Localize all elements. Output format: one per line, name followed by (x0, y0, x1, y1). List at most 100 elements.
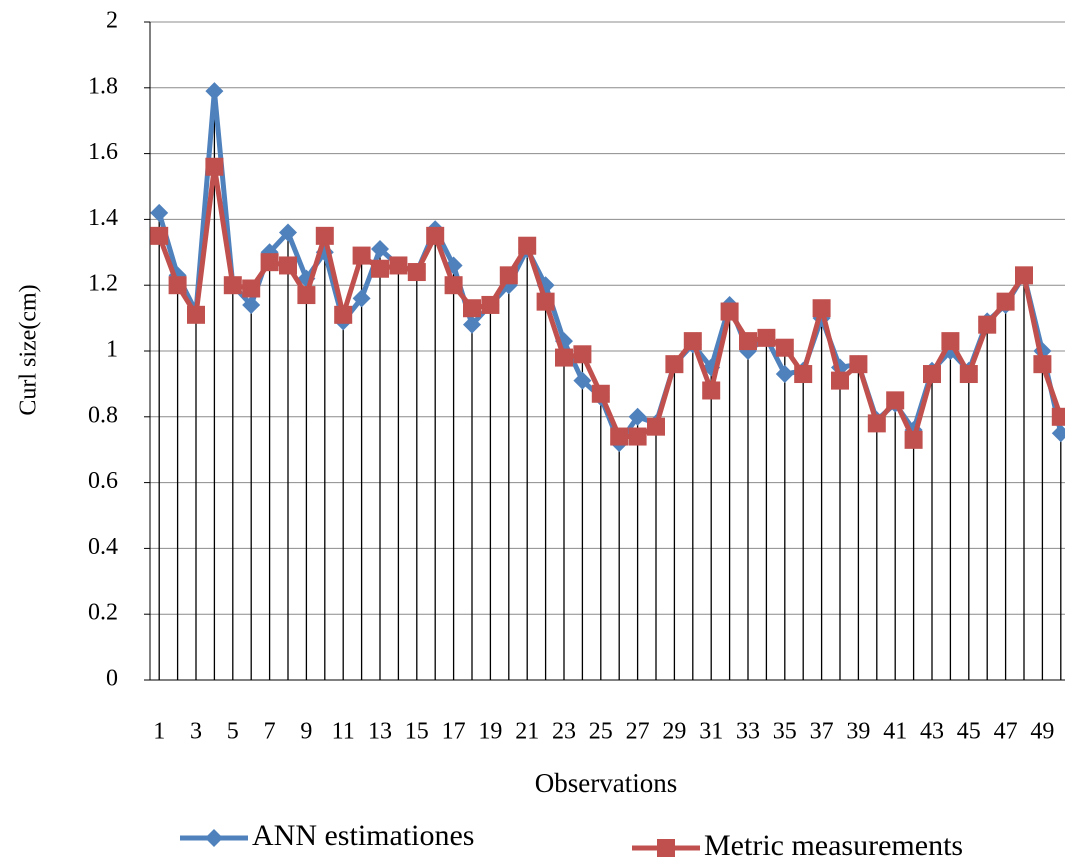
data-point (775, 338, 794, 357)
data-point (389, 256, 408, 275)
data-point (279, 256, 297, 275)
data-point (536, 292, 555, 311)
data-point (371, 240, 389, 259)
data-point (1051, 407, 1065, 426)
y-tick-label: 2 (106, 8, 118, 34)
data-point (352, 246, 371, 265)
data-point (444, 276, 463, 295)
data-point (739, 332, 757, 351)
data-point (757, 328, 776, 347)
x-tick-label: 43 (920, 719, 944, 745)
x-tick-label: 29 (662, 719, 686, 745)
data-point (812, 299, 831, 318)
data-point (242, 279, 261, 298)
series-line (156, 164, 1064, 443)
data-point (555, 348, 573, 367)
x-tick-label: 5 (227, 719, 239, 745)
x-tick-label: 11 (332, 719, 355, 745)
data-point (941, 332, 960, 351)
data-point (205, 82, 224, 101)
data-point (1015, 266, 1033, 285)
x-tick-label: 3 (190, 719, 202, 745)
data-point (573, 371, 592, 390)
x-tick-label: 35 (773, 719, 797, 745)
data-point (463, 299, 481, 318)
data-point (315, 226, 334, 245)
data-point (775, 365, 794, 384)
x-tick-label: 31 (699, 719, 723, 745)
y-tick-label: 0.4 (88, 534, 118, 560)
data-point (683, 332, 702, 351)
y-tick-label: 1.6 (88, 139, 118, 165)
data-point (1033, 355, 1052, 374)
data-point (150, 203, 169, 222)
data-point (223, 276, 242, 295)
x-tick-label: 33 (736, 719, 760, 745)
data-point (260, 253, 279, 272)
x-tick-label: 21 (515, 719, 539, 745)
x-tick-label: 13 (368, 719, 392, 745)
data-point (720, 302, 739, 321)
x-tick-label: 19 (478, 719, 502, 745)
data-point (978, 315, 997, 334)
data-point (334, 305, 353, 324)
x-tick-label: 1 (153, 719, 165, 745)
x-tick-label: 47 (994, 719, 1018, 745)
data-point (647, 417, 665, 436)
data-point (518, 236, 537, 255)
data-point (168, 276, 187, 295)
data-point (867, 414, 886, 433)
data-point (628, 407, 647, 426)
y-tick-label: 0.8 (88, 402, 118, 428)
data-point (610, 427, 629, 446)
x-tick-label: 49 (1030, 719, 1054, 745)
data-point (831, 371, 849, 390)
y-tick-label: 1 (106, 337, 118, 363)
x-tick-label: 39 (846, 719, 870, 745)
data-point (242, 295, 261, 314)
data-point (849, 355, 868, 374)
x-tick-label: 45 (957, 719, 981, 745)
y-tick-label: 1.4 (88, 205, 118, 231)
legend-marker (657, 839, 675, 857)
x-tick-label: 37 (810, 719, 834, 745)
x-tick-label: 27 (626, 719, 650, 745)
y-tick-label: 0 (106, 666, 118, 692)
y-tick-label: 0.2 (88, 600, 118, 626)
y-axis-title: Curl size(cm) (16, 284, 42, 415)
data-point (904, 430, 923, 449)
legend-label: Metric measurements (704, 829, 963, 862)
data-point (187, 305, 205, 324)
data-point (279, 223, 297, 242)
y-tick-label: 1.2 (88, 271, 118, 297)
data-point (923, 365, 941, 384)
legend-label: ANN estimationes (252, 819, 474, 852)
data-point (702, 381, 721, 400)
data-point (371, 259, 389, 278)
data-point (591, 384, 610, 403)
x-tick-label: 23 (552, 719, 576, 745)
data-point (886, 391, 905, 410)
x-axis-title: Observations (535, 768, 677, 798)
y-tick-label: 0.6 (88, 468, 118, 494)
data-point (628, 427, 647, 446)
data-point (407, 263, 426, 282)
data-point (150, 226, 169, 245)
data-point (573, 345, 592, 364)
data-point (205, 157, 224, 176)
y-tick-label: 1.8 (88, 73, 118, 99)
data-point (665, 355, 684, 374)
data-point (499, 266, 518, 285)
x-tick-label: 7 (264, 719, 276, 745)
data-point (426, 226, 445, 245)
data-point (481, 295, 500, 314)
data-point (996, 292, 1015, 311)
x-tick-label: 25 (589, 719, 613, 745)
data-point (352, 289, 371, 308)
x-tick-label: 17 (442, 719, 466, 745)
data-point (297, 286, 316, 305)
data-point (1051, 424, 1065, 443)
legend-marker (205, 829, 223, 847)
